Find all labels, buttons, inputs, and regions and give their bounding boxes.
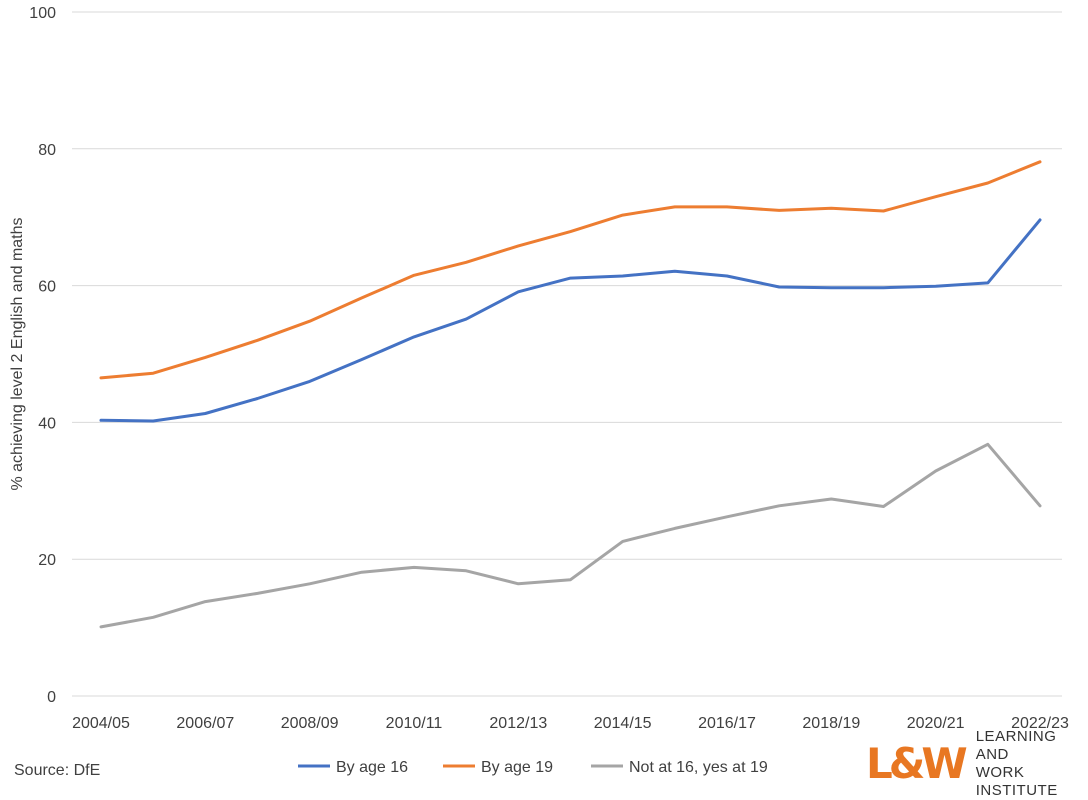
x-tick-label: 2010/11 [386,715,443,732]
y-tick-label: 60 [38,279,56,296]
x-tick-label: 2004/05 [72,715,130,732]
learning-and-work-institute-logo: L&W LEARNING AND WORK INSTITUTE [866,728,1088,799]
x-tick-label: 2018/19 [802,715,860,732]
y-axis-ticks: 0 20 40 60 80 100 [29,5,56,706]
y-tick-label: 0 [47,689,56,706]
y-tick-label: 100 [29,5,56,22]
x-tick-label: 2020/21 [907,715,965,732]
series-line-by-age-16 [99,218,1042,423]
legend-item-by-age-16: By age 16 [298,759,408,776]
legend-label-by-age-16: By age 16 [336,759,408,776]
logo-text-line2: WORK INSTITUTE [975,764,1058,799]
legend: By age 16 By age 19 Not at 16, yes at 19 [298,759,768,776]
x-tick-label: 2008/09 [281,715,339,732]
legend-item-by-age-19: By age 19 [443,759,553,776]
y-tick-label: 40 [38,415,56,432]
series-line-not-at-16-yes-at-19 [99,442,1042,629]
x-tick-label: 2016/17 [698,715,756,732]
series-lines [99,160,1042,629]
legend-label-by-age-19: By age 19 [481,759,553,776]
y-tick-label: 20 [38,552,56,569]
logo-text: LEARNING AND WORK INSTITUTE [976,728,1088,800]
x-tick-label: 2012/13 [489,715,547,732]
logo-mark: L&W [866,739,968,788]
legend-label-not-at-16-yes-at-19: Not at 16, yes at 19 [629,759,768,776]
logo-text-line1: LEARNING AND [975,728,1057,763]
legend-item-not-at-16-yes-at-19: Not at 16, yes at 19 [591,759,768,776]
series-line-by-age-19 [99,160,1042,380]
x-axis-ticks: 2004/05 2006/07 2008/09 2010/11 2012/13 2014/… [72,715,1069,732]
x-tick-label: 2006/07 [176,715,234,732]
y-axis-label: % achieving level 2 English and maths [9,217,26,490]
y-tick-label: 80 [38,142,56,159]
x-tick-label: 2014/15 [594,715,652,732]
gridlines [72,11,1062,697]
x-tick-label: 2022/23 [1011,715,1069,732]
source-note: Source: DfE [14,762,101,779]
